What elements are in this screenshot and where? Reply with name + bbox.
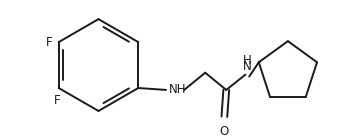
Text: F: F — [46, 36, 53, 49]
Text: O: O — [220, 125, 229, 138]
Text: N: N — [243, 60, 252, 73]
Text: H: H — [243, 54, 252, 67]
Text: F: F — [53, 94, 60, 107]
Text: NH: NH — [169, 83, 186, 96]
